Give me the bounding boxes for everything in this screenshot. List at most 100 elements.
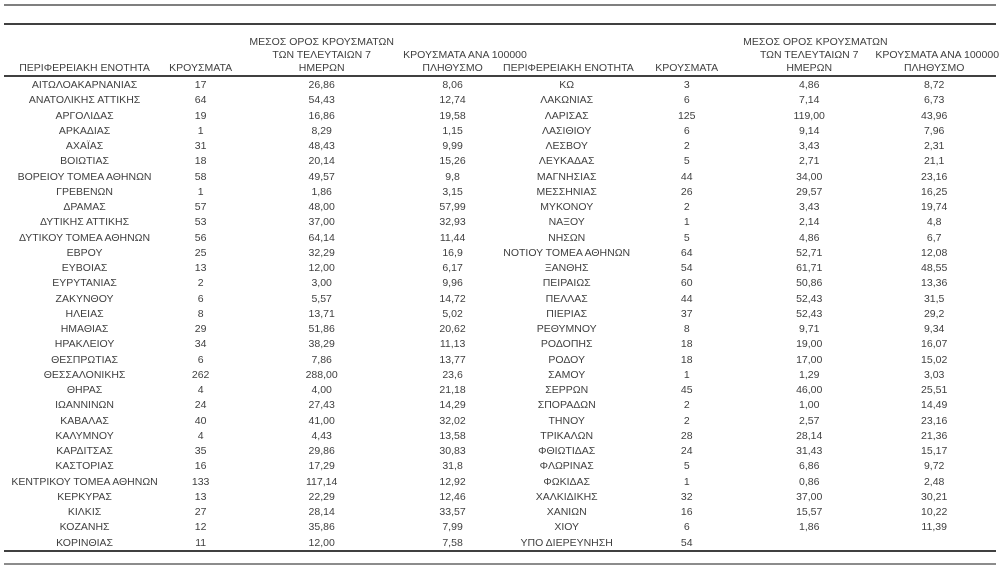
table-row: ΔΥΤΙΚΟΥ ΤΟΜΕΑ ΑΘΗΝΩΝ 56 64,14 11,44 xyxy=(8,231,502,246)
cases-cell: 54 xyxy=(680,536,693,549)
table-body-left: ΑΙΤΩΛΟΑΚΑΡΝΑΝΙΑΣ 17 26,86 8,06 ΑΝΑΤΟΛΙΚΗ… xyxy=(8,75,502,551)
per100k-cell: 31,8 xyxy=(442,460,463,473)
table-row: ΒΟΙΩΤΙΑΣ 18 20,14 15,26 xyxy=(8,154,502,169)
avg7-cell: 52,43 xyxy=(796,292,823,305)
table-row: ΜΑΓΝΗΣΙΑΣ 44 34,00 23,16 xyxy=(503,170,993,185)
region-cell: ΒΟΙΩΤΙΑΣ xyxy=(60,155,109,168)
region-cell: ΘΕΣΣΑΛΟΝΙΚΗΣ xyxy=(43,368,126,381)
cases-cell: 262 xyxy=(191,368,210,381)
per100k-cell: 57,99 xyxy=(439,201,466,214)
table-row: ΧΑΝΙΩΝ 16 15,57 10,22 xyxy=(503,505,993,520)
region-cell: ΕΥΒΟΙΑΣ xyxy=(61,262,108,275)
table-row: ΒΟΡΕΙΟΥ ΤΟΜΕΑ ΑΘΗΝΩΝ 58 49,57 9,8 xyxy=(8,170,502,185)
region-cell: ΔΥΤΙΚΗΣ ΑΤΤΙΚΗΣ xyxy=(40,216,130,229)
per100k-cell: 12,46 xyxy=(439,490,466,503)
avg7-cell: 22,29 xyxy=(308,490,335,503)
region-cell: ΦΩΚΙΔΑΣ xyxy=(543,475,591,488)
per100k-cell: 19,58 xyxy=(439,109,466,122)
table-row: ΝΟΤΙΟΥ ΤΟΜΕΑ ΑΘΗΝΩΝ 64 52,71 12,08 xyxy=(503,246,993,261)
per100k-cell: 3,03 xyxy=(923,368,945,381)
cases-cell: 18 xyxy=(680,353,693,366)
avg7-cell: 7,86 xyxy=(311,353,332,366)
avg7-cell: 38,29 xyxy=(308,338,335,351)
avg7-cell: 48,43 xyxy=(308,140,335,153)
per100k-cell: 7,58 xyxy=(442,536,463,549)
avg7-cell: 17,29 xyxy=(308,460,335,473)
per100k-cell: 9,99 xyxy=(442,140,463,153)
per100k-cell: 13,77 xyxy=(439,353,466,366)
cases-cell: 28 xyxy=(680,429,693,442)
per100k-cell: 12,92 xyxy=(439,475,466,488)
cases-cell: 13 xyxy=(194,490,207,503)
per100k-cell: 15,17 xyxy=(921,445,948,458)
region-cell: ΠΕΙΡΑΙΩΣ xyxy=(542,277,591,290)
per100k-cell: 7,99 xyxy=(442,521,463,534)
cases-cell: 6 xyxy=(197,353,204,366)
region-cell: ΔΡΑΜΑΣ xyxy=(63,201,106,214)
cases-cell: 57 xyxy=(194,201,207,214)
per100k-cell: 2,31 xyxy=(923,140,945,153)
cases-cell: 2 xyxy=(197,277,204,290)
per100k-cell: 8,72 xyxy=(923,79,945,92)
table-row: ΙΩΑΝΝΙΝΩΝ 24 27,43 14,29 xyxy=(8,398,502,413)
region-cell: ΛΑΚΩΝΙΑΣ xyxy=(540,94,594,107)
cases-cell: 60 xyxy=(680,277,693,290)
cases-cell: 25 xyxy=(194,246,207,259)
region-cell: ΗΡΑΚΛΕΙΟΥ xyxy=(54,338,115,351)
avg7-cell: 2,71 xyxy=(799,155,820,168)
table-row: ΠΙΕΡΙΑΣ 37 52,43 29,2 xyxy=(503,307,993,322)
region-cell: ΣΕΡΡΩΝ xyxy=(545,384,589,397)
avg7-cell: 4,86 xyxy=(799,231,820,244)
table-row: ΧΙΟΥ 6 1,86 11,39 xyxy=(503,520,993,535)
table-row: ΦΩΚΙΔΑΣ 1 0,86 2,48 xyxy=(503,475,993,490)
region-cell: ΑΧΑΪΑΣ xyxy=(65,140,104,153)
cases-cell: 6 xyxy=(683,521,690,534)
avg7-cell: 13,71 xyxy=(308,307,335,320)
cases-cell: 19 xyxy=(194,109,207,122)
per100k-cell: 15,26 xyxy=(439,155,466,168)
region-cell: ΕΒΡΟΥ xyxy=(66,246,103,259)
per100k-cell: 29,2 xyxy=(923,307,945,320)
per100k-cell: 9,72 xyxy=(923,460,945,473)
per100k-cell: 16,9 xyxy=(442,246,463,259)
region-cell: ΡΟΔΟΠΗΣ xyxy=(540,338,593,351)
per100k-cell: 43,96 xyxy=(921,109,948,122)
horizontal-rule-top-outer xyxy=(4,4,996,6)
per100k-cell: 15,02 xyxy=(921,353,948,366)
region-cell: ΡΕΘΥΜΝΟΥ xyxy=(536,323,597,336)
per100k-cell: 5,02 xyxy=(442,307,463,320)
table-row: ΔΡΑΜΑΣ 57 48,00 57,99 xyxy=(8,200,502,215)
table-row: ΘΗΡΑΣ 4 4,00 21,18 xyxy=(8,383,502,398)
region-cell: ΚΕΝΤΡΙΚΟΥ ΤΟΜΕΑ ΑΘΗΝΩΝ xyxy=(11,475,158,488)
table-row: ΜΕΣΣΗΝΙΑΣ 26 29,57 16,25 xyxy=(503,185,993,200)
cases-cell: 18 xyxy=(194,155,207,168)
region-cell: ΑΡΓΟΛΙΔΑΣ xyxy=(55,109,114,122)
table-row: ΡΟΔΟΥ 18 17,00 15,02 xyxy=(503,353,993,368)
region-cell: ΡΟΔΟΥ xyxy=(548,353,585,366)
cases-cell: 133 xyxy=(191,475,210,488)
cases-cell: 27 xyxy=(194,506,207,519)
table-row: ΚΟΡΙΝΘΙΑΣ 11 12,00 7,58 xyxy=(8,536,502,551)
table-row: ΘΕΣΣΑΛΟΝΙΚΗΣ 262 288,00 23,6 xyxy=(8,368,502,383)
cases-cell: 11 xyxy=(195,536,207,549)
table-row: ΔΥΤΙΚΗΣ ΑΤΤΙΚΗΣ 53 37,00 32,93 xyxy=(8,215,502,230)
table-row: ΦΘΙΩΤΙΔΑΣ 24 31,43 15,17 xyxy=(503,444,993,459)
avg7-cell: 17,00 xyxy=(796,353,823,366)
region-cell: ΞΑΝΘΗΣ xyxy=(544,262,589,275)
table-row: ΧΑΛΚΙΔΙΚΗΣ 32 37,00 30,21 xyxy=(503,490,993,505)
avg7-cell: 29,86 xyxy=(308,445,335,458)
cases-cell: 56 xyxy=(194,231,207,244)
table-row: ΗΡΑΚΛΕΙΟΥ 34 38,29 11,13 xyxy=(8,337,502,352)
per100k-cell: 14,29 xyxy=(439,399,466,412)
horizontal-rule-bottom-inner xyxy=(4,550,996,552)
avg7-cell: 4,86 xyxy=(799,79,820,92)
table-row: ΤΡΙΚΑΛΩΝ 28 28,14 21,36 xyxy=(503,429,993,444)
per100k-cell: 6,17 xyxy=(442,262,463,275)
per100k-cell: 32,02 xyxy=(439,414,466,427)
avg7-cell: 4,00 xyxy=(311,384,332,397)
avg7-cell: 12,00 xyxy=(308,536,335,549)
avg7-cell: 20,14 xyxy=(308,155,335,168)
region-cell: ΝΟΤΙΟΥ ΤΟΜΕΑ ΑΘΗΝΩΝ xyxy=(503,246,631,259)
per100k-cell: 23,16 xyxy=(921,414,948,427)
per100k-cell: 3,15 xyxy=(442,185,463,198)
